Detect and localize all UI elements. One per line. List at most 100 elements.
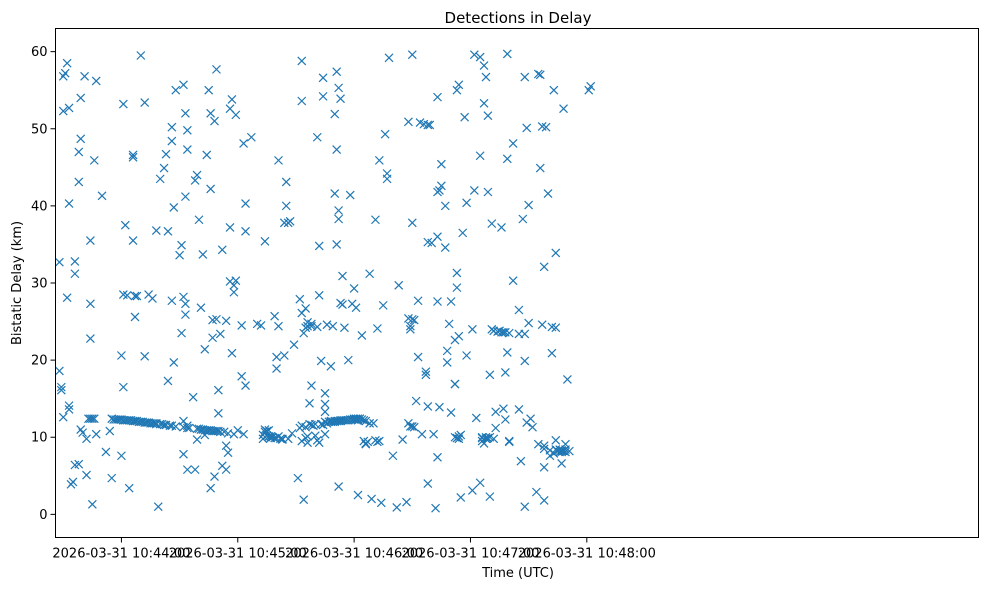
detection-point — [452, 283, 462, 293]
detection-point — [485, 492, 495, 502]
detection-point — [246, 132, 256, 142]
detection-point — [307, 319, 316, 329]
detection-point — [398, 435, 408, 444]
detection-point — [343, 355, 353, 365]
detection-point — [522, 123, 532, 133]
detection-point — [533, 439, 543, 449]
detection-point — [502, 49, 512, 59]
detection-point — [374, 155, 384, 165]
detection-point — [454, 80, 464, 90]
detection-point — [359, 415, 369, 425]
detection-point — [528, 422, 537, 432]
detection-point — [409, 422, 419, 432]
detection-point — [140, 351, 150, 361]
detection-point — [475, 478, 485, 488]
detection-point — [64, 103, 74, 113]
scatter-marks — [54, 49, 596, 513]
detection-point — [502, 347, 512, 357]
detection-point — [279, 351, 289, 360]
detection-point — [564, 446, 574, 456]
detection-point — [85, 334, 95, 343]
detection-point — [76, 93, 86, 103]
detection-point — [452, 268, 462, 278]
detection-point — [497, 223, 506, 232]
detection-point — [202, 150, 212, 160]
detection-point — [241, 381, 250, 390]
detection-point — [212, 64, 221, 74]
detection-point — [433, 297, 442, 306]
detection-point — [239, 138, 249, 148]
detection-point — [200, 344, 210, 354]
detection-point — [264, 425, 274, 435]
detection-point — [376, 498, 386, 508]
detection-point — [312, 132, 322, 142]
detection-point — [153, 502, 163, 512]
detection-point — [411, 396, 421, 406]
detection-point — [322, 320, 332, 330]
detection-point — [334, 206, 344, 215]
detection-point — [140, 98, 150, 107]
detection-point — [274, 321, 283, 331]
detection-point — [85, 236, 95, 246]
detection-point — [303, 321, 313, 331]
detection-point — [272, 364, 281, 374]
detection-point — [535, 163, 545, 173]
detection-point — [531, 487, 541, 497]
detection-point — [539, 444, 549, 454]
detection-point — [433, 92, 442, 102]
detection-point — [361, 416, 371, 426]
detection-point — [332, 240, 342, 249]
detection-point — [270, 311, 280, 321]
detection-point — [70, 256, 80, 266]
detection-point — [485, 370, 495, 380]
detection-point — [74, 177, 84, 187]
detection-point — [562, 374, 572, 384]
detection-point — [524, 318, 534, 328]
detection-point — [518, 214, 528, 224]
detection-point — [539, 462, 549, 472]
detection-point — [117, 451, 126, 461]
detection-point — [326, 361, 336, 371]
detection-point — [297, 96, 307, 106]
detection-point — [62, 58, 72, 68]
detection-point — [551, 435, 561, 445]
detection-point — [289, 340, 299, 350]
detection-point — [405, 321, 415, 331]
detection-point — [303, 438, 313, 448]
detection-point — [481, 72, 491, 82]
detection-point — [182, 465, 192, 475]
detection-point — [403, 117, 413, 127]
detection-point — [450, 379, 460, 389]
detection-point — [239, 429, 249, 439]
detection-point — [272, 352, 281, 362]
detection-point — [446, 408, 456, 417]
detection-point — [440, 243, 450, 252]
detection-point — [78, 428, 88, 438]
detection-point — [365, 418, 375, 428]
detection-point — [285, 216, 295, 226]
detection-point — [440, 201, 450, 211]
detection-point — [281, 177, 291, 187]
detection-point — [89, 414, 99, 424]
detection-point — [539, 496, 549, 505]
detection-point — [155, 174, 165, 184]
detection-point — [380, 129, 390, 139]
detection-point — [435, 402, 444, 412]
detection-point — [462, 351, 472, 360]
detection-point — [407, 218, 417, 228]
detection-point — [487, 219, 497, 229]
detection-point — [124, 483, 134, 493]
detection-point — [392, 502, 402, 512]
detection-point — [179, 80, 188, 90]
detection-point — [279, 218, 289, 228]
detection-point — [349, 283, 359, 293]
detection-point — [460, 112, 470, 122]
detection-point — [371, 215, 380, 225]
detection-point — [307, 381, 316, 390]
detection-point — [70, 269, 80, 279]
detection-point — [85, 299, 95, 309]
detection-point — [481, 432, 491, 442]
detection-point — [549, 85, 559, 95]
y-tick-label: 40 — [31, 199, 48, 214]
